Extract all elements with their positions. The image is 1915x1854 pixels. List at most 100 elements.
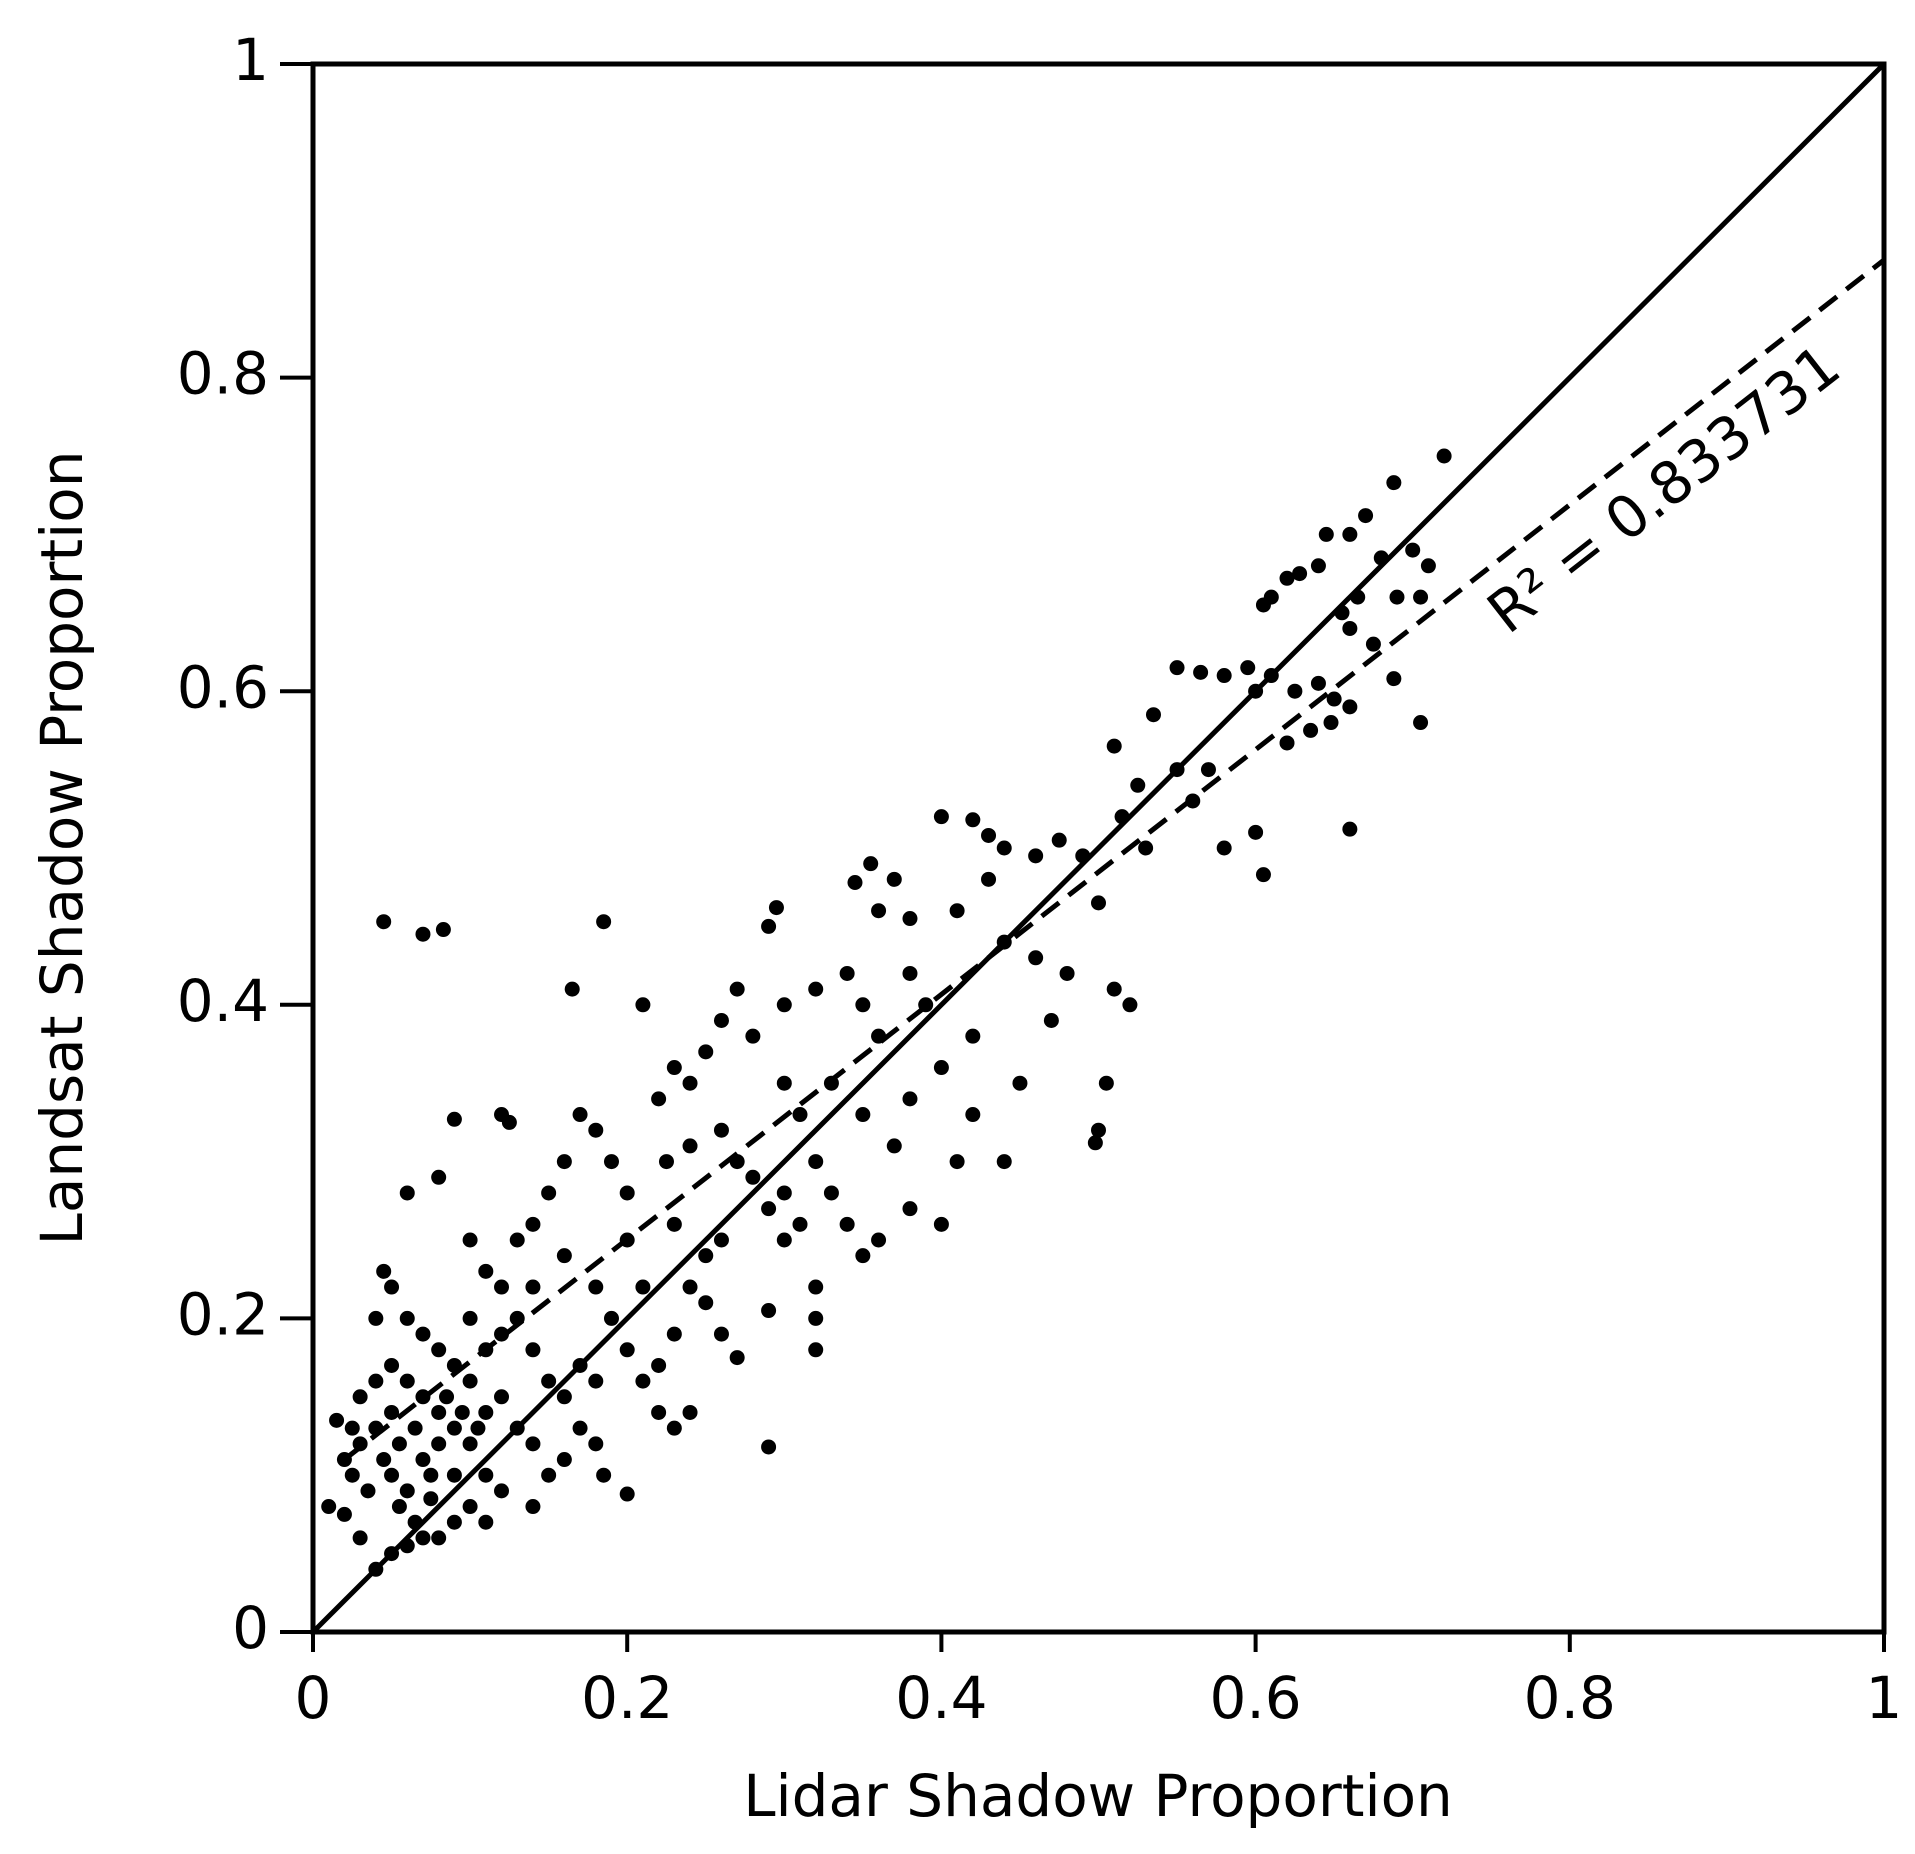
data-point <box>698 1044 714 1060</box>
data-point <box>541 1467 557 1483</box>
data-point <box>415 1326 431 1342</box>
data-point <box>776 1185 792 1201</box>
data-point <box>446 1420 462 1436</box>
data-point <box>588 1122 604 1138</box>
data-point <box>619 1185 635 1201</box>
data-point <box>666 1326 682 1342</box>
data-point <box>1365 636 1381 652</box>
data-point <box>761 1439 777 1455</box>
data-point <box>871 903 887 919</box>
data-point <box>776 997 792 1013</box>
data-point <box>713 1012 729 1028</box>
data-point <box>376 1263 392 1279</box>
x-tick-label: 1 <box>1866 1664 1903 1732</box>
data-point <box>415 1530 431 1546</box>
data-point <box>1386 475 1402 491</box>
data-point <box>1012 1075 1028 1091</box>
data-point <box>713 1122 729 1138</box>
data-point <box>949 1154 965 1170</box>
data-point <box>446 1514 462 1530</box>
data-point <box>399 1310 415 1326</box>
data-point <box>776 1232 792 1248</box>
data-point <box>501 1114 517 1130</box>
data-point <box>1106 738 1122 754</box>
data-point <box>384 1467 400 1483</box>
data-point <box>478 1467 494 1483</box>
data-point <box>1169 660 1185 676</box>
data-point <box>863 856 879 872</box>
data-point <box>729 1350 745 1366</box>
data-point <box>391 1499 407 1515</box>
data-point <box>933 1060 949 1076</box>
data-point <box>1279 570 1295 586</box>
y-tick-label: 0.2 <box>177 1281 269 1349</box>
data-point <box>1043 1012 1059 1028</box>
data-point <box>431 1404 447 1420</box>
data-point <box>541 1185 557 1201</box>
data-point <box>344 1467 360 1483</box>
data-point <box>603 1154 619 1170</box>
data-point <box>1292 566 1308 582</box>
data-point <box>556 1248 572 1264</box>
data-point <box>1342 699 1358 715</box>
data-point <box>823 1185 839 1201</box>
y-tick-label: 0.8 <box>177 340 269 408</box>
data-point <box>1413 589 1429 605</box>
data-point <box>556 1452 572 1468</box>
data-point <box>596 1467 612 1483</box>
fit-line <box>342 258 1886 1462</box>
data-point <box>588 1436 604 1452</box>
data-point <box>352 1530 368 1546</box>
data-point <box>384 1357 400 1373</box>
data-point <box>525 1436 541 1452</box>
data-point <box>376 914 392 930</box>
data-point <box>415 1452 431 1468</box>
data-point <box>1059 965 1075 981</box>
x-tick-label: 0 <box>295 1664 332 1732</box>
data-point <box>768 900 784 916</box>
data-point <box>1216 840 1232 856</box>
data-point <box>446 1111 462 1127</box>
data-point <box>808 1279 824 1295</box>
data-point <box>1087 1135 1103 1151</box>
data-point <box>423 1491 439 1507</box>
data-point <box>871 1232 887 1248</box>
data-point <box>399 1483 415 1499</box>
data-point <box>713 1326 729 1342</box>
data-point <box>588 1373 604 1389</box>
data-point <box>855 1248 871 1264</box>
data-point <box>321 1499 337 1515</box>
data-point <box>494 1326 510 1342</box>
data-point <box>619 1486 635 1502</box>
data-point <box>1091 895 1106 911</box>
data-point <box>847 874 863 890</box>
data-point <box>713 1232 729 1248</box>
data-point <box>1028 848 1044 864</box>
data-point <box>996 840 1012 856</box>
data-point <box>965 1028 981 1044</box>
data-point <box>965 1107 981 1123</box>
data-point <box>949 903 965 919</box>
data-point <box>855 997 871 1013</box>
data-point <box>635 1373 651 1389</box>
data-point <box>981 827 997 843</box>
data-point <box>745 1028 761 1044</box>
data-point <box>478 1514 494 1530</box>
data-point <box>431 1436 447 1452</box>
data-point <box>1386 671 1402 687</box>
data-point <box>651 1357 667 1373</box>
data-point <box>462 1499 478 1515</box>
y-tick-label: 0.4 <box>177 967 269 1035</box>
y-tick-label: 0 <box>232 1594 269 1662</box>
data-point <box>886 871 902 887</box>
data-point <box>635 1279 651 1295</box>
data-point <box>729 981 745 997</box>
data-point <box>494 1483 510 1499</box>
data-point <box>1279 735 1295 751</box>
data-point <box>1326 691 1342 707</box>
r-squared-annotation: R² = 0.833731 <box>1475 331 1853 646</box>
data-point <box>525 1499 541 1515</box>
data-point <box>431 1169 447 1185</box>
data-point <box>902 965 918 981</box>
